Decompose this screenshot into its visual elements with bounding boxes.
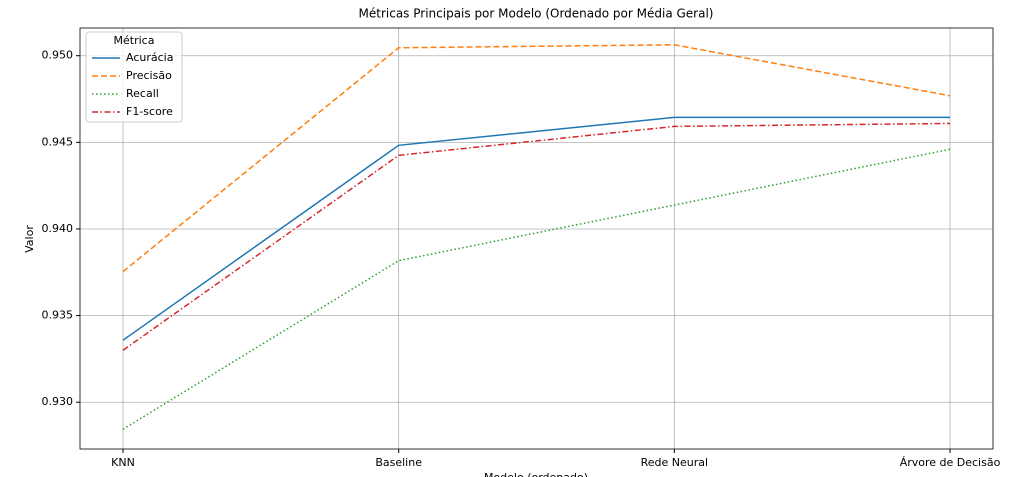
x-tick-label: Árvore de Decisão [900,456,1001,469]
line-series [122,44,951,273]
y-tick-label: 0.930 [42,395,74,408]
legend: Métrica Acurácia Precisão Recall F1-score [85,31,183,123]
line-series [122,122,951,351]
x-tick-label: Baseline [375,456,422,469]
x-axis-label: Modelo (ordenado) [484,471,588,477]
line-series [122,116,950,341]
y-tick-label: 0.940 [42,222,74,235]
legend-label: Acurácia [126,51,173,64]
legend-title: Métrica [114,34,155,47]
chart-title: Métricas Principais por Modelo (Ordenado… [359,7,714,21]
x-tick-label: KNN [111,456,135,469]
line-series [122,148,951,430]
y-tick-label: 0.950 [42,49,74,62]
plot-frame [79,27,994,450]
legend-label: F1-score [126,105,173,118]
x-tick-label: Rede Neural [641,456,708,469]
y-tick-label: 0.935 [42,309,74,322]
legend-label: Recall [126,87,159,100]
y-axis-label: Valor [23,225,36,253]
legend-box [85,31,183,123]
legend-label: Precisão [126,69,172,82]
y-tick-label: 0.945 [42,135,74,148]
